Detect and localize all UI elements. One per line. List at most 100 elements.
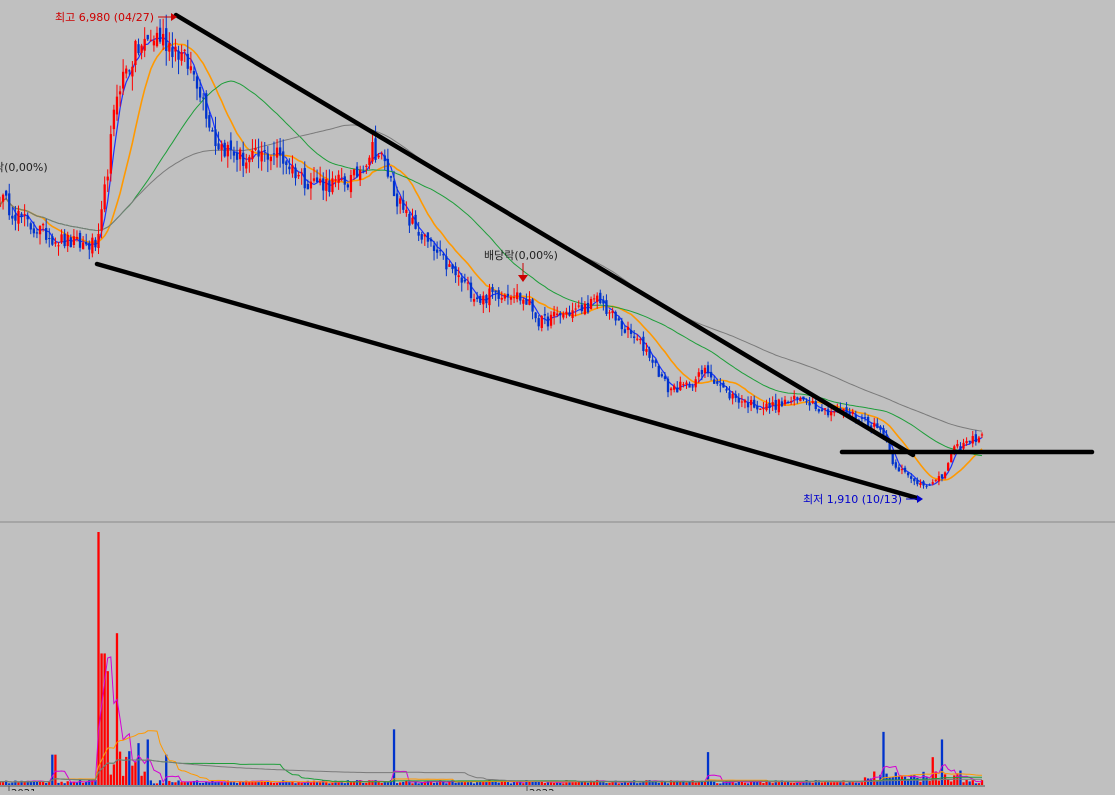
volume-bar: [608, 782, 611, 785]
candle-body: [85, 241, 88, 245]
volume-bar: [94, 779, 97, 785]
candle-body: [383, 155, 386, 162]
volume-bar: [916, 777, 919, 785]
volume-bar: [848, 781, 851, 785]
volume-bar: [777, 781, 780, 785]
volume-bar: [811, 782, 814, 785]
candle-body: [589, 298, 593, 309]
candle-body: [562, 313, 565, 318]
candle-body: [876, 423, 879, 428]
candle-body: [205, 93, 208, 119]
volume-bar: [97, 532, 100, 785]
candle-body: [700, 369, 704, 375]
candle-body: [352, 169, 356, 176]
candle-body: [552, 311, 556, 317]
candle-body: [232, 151, 236, 156]
candle-body: [460, 277, 463, 283]
candle-body: [469, 282, 473, 299]
volume-bar: [525, 780, 528, 785]
volume-bar: [223, 782, 226, 785]
candle-body: [371, 142, 374, 162]
high-label: 최고 6,980 (04/27): [55, 11, 154, 24]
volume-bar: [802, 781, 805, 785]
volume-bar: [189, 781, 193, 785]
volume-bar: [426, 780, 430, 785]
volume-bar: [968, 781, 971, 785]
volume-bar: [737, 780, 740, 785]
volume-bar: [451, 780, 454, 785]
volume-bar: [645, 780, 648, 785]
candle-body: [629, 329, 633, 334]
candle-body: [894, 462, 897, 468]
volume-bar: [174, 782, 177, 785]
volume-bar: [377, 782, 380, 785]
volume-bar: [103, 653, 106, 785]
volume-bar: [466, 780, 470, 785]
candle-body: [728, 392, 731, 399]
candle-body: [343, 176, 346, 185]
candle-body: [257, 150, 260, 157]
volume-bar: [509, 783, 513, 785]
candle-body: [636, 338, 639, 340]
volume-bar: [152, 783, 156, 785]
volume-bar: [149, 780, 152, 785]
volume-bar: [235, 783, 239, 785]
volume-bar: [275, 782, 279, 785]
volume-bar: [836, 781, 839, 785]
volume-bar: [516, 782, 519, 785]
candle-body: [146, 34, 149, 40]
candle-body: [950, 452, 953, 463]
candle-body: [303, 168, 306, 189]
volume-bar: [636, 783, 639, 785]
volume-bar: [826, 780, 830, 785]
candle-body: [149, 39, 152, 41]
volume-bar: [162, 783, 165, 785]
candle-body: [485, 295, 488, 304]
volume-bar: [399, 782, 402, 785]
volume-bar: [183, 782, 186, 785]
candle-body: [639, 339, 642, 341]
volume-bar: [442, 781, 445, 785]
volume-bar: [121, 775, 125, 785]
candle-body: [362, 171, 365, 173]
volume-bar: [186, 782, 189, 785]
candle-body: [322, 178, 325, 191]
volume-bar: [682, 781, 685, 785]
volume-bar: [623, 781, 627, 785]
volume-bar: [137, 743, 140, 785]
candle-body: [968, 440, 971, 443]
volume-bar: [334, 780, 337, 785]
candle-body: [399, 198, 402, 204]
volume-bar: [38, 781, 42, 785]
candle-body: [783, 399, 787, 405]
candle-body: [454, 266, 457, 276]
volume-bar: [651, 780, 654, 785]
volume-bar: [700, 780, 704, 785]
volume-bar: [322, 780, 325, 785]
candle-body: [66, 234, 69, 247]
volume-bar: [839, 781, 842, 785]
candle-body: [106, 176, 109, 181]
volume-bar: [660, 780, 664, 785]
candle-body: [725, 389, 728, 391]
volume-bar: [272, 782, 276, 785]
volume-bar: [833, 782, 836, 785]
candle-body: [654, 360, 657, 364]
volume-bar: [417, 783, 420, 785]
candlestick-series: [0, 14, 984, 489]
candle-body: [743, 400, 747, 403]
volume-bar: [57, 782, 60, 785]
volume-bar: [72, 781, 76, 785]
volume-bar: [392, 729, 396, 785]
candle-body: [195, 76, 199, 89]
volume-bar: [260, 780, 263, 785]
candle-body: [786, 401, 790, 404]
volume-bar: [543, 783, 547, 785]
candle-body: [749, 399, 753, 406]
volume-bar: [980, 780, 984, 785]
volume-bar: [937, 780, 941, 785]
volume-bar: [106, 671, 109, 785]
volume-bar: [596, 779, 599, 785]
candle-body: [851, 411, 854, 415]
candle-body: [891, 451, 894, 465]
